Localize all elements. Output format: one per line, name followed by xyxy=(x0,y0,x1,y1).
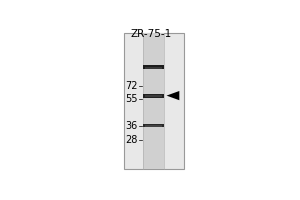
Text: 55: 55 xyxy=(125,94,137,104)
Bar xyxy=(143,33,164,169)
Text: 28: 28 xyxy=(125,135,137,145)
Bar xyxy=(143,65,164,69)
Bar xyxy=(146,125,162,127)
Text: 72: 72 xyxy=(125,81,137,91)
Bar xyxy=(143,124,164,127)
Polygon shape xyxy=(167,91,179,100)
Text: ZR-75-1: ZR-75-1 xyxy=(131,29,172,39)
Bar xyxy=(124,33,184,169)
Bar xyxy=(146,95,162,97)
Text: 36: 36 xyxy=(125,121,137,131)
Bar xyxy=(146,67,162,69)
Bar xyxy=(143,94,164,98)
